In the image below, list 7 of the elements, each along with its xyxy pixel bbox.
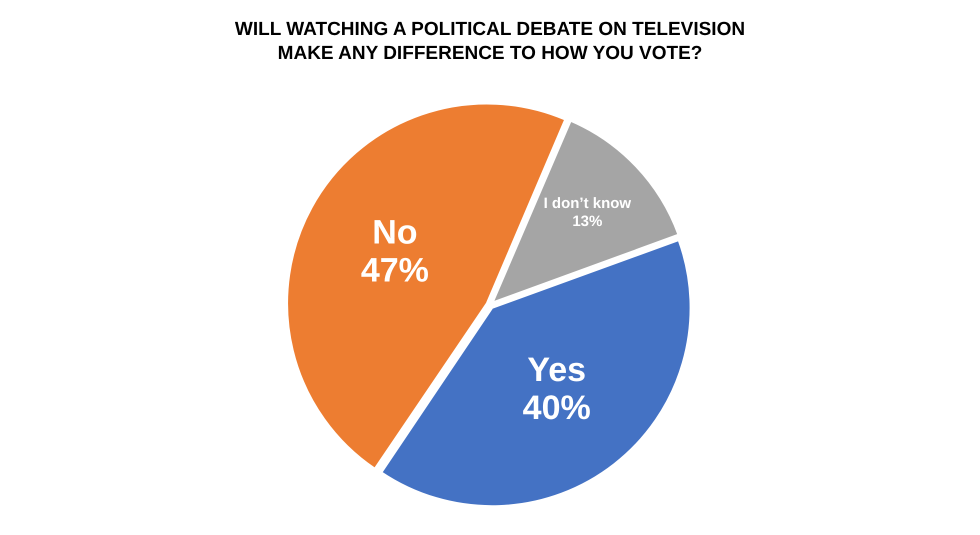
slice-label: I don’t know — [544, 195, 632, 212]
slice-label: No — [372, 214, 418, 252]
chart-title: WILL WATCHING A POLITICAL DEBATE ON TELEVISION MAKE ANY DIFFERENCE TO HOW YOU VOTE? — [234, 18, 746, 66]
data-label: 13% — [572, 213, 602, 230]
data-label: 40% — [522, 388, 591, 427]
slice-label: Yes — [527, 350, 586, 389]
data-label: 47% — [360, 252, 429, 290]
